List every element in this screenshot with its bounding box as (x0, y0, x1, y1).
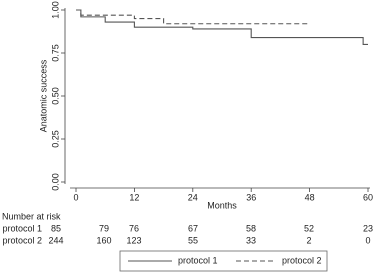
risk-row-label: protocol 2 (2, 235, 42, 245)
risk-value: 52 (304, 223, 314, 233)
x-axis-title: Months (207, 200, 237, 210)
risk-value: 55 (188, 235, 198, 245)
risk-value: 76 (129, 223, 139, 233)
risk-value: 79 (99, 223, 109, 233)
x-tick-label: 0 (73, 192, 78, 202)
x-tick-label: 48 (305, 192, 315, 202)
risk-value: 58 (246, 223, 256, 233)
risk-value: 67 (188, 223, 198, 233)
survival-line (76, 9, 310, 25)
risk-value: 23 (363, 223, 373, 233)
risk-value: 85 (51, 223, 61, 233)
legend-label: protocol 1 (178, 255, 218, 265)
risk-table-title: Number at risk (2, 211, 61, 221)
x-tick-label: 36 (246, 192, 256, 202)
survival-line (76, 9, 368, 45)
risk-row-label: protocol 1 (2, 223, 42, 233)
risk-value: 160 (96, 235, 111, 245)
legend-label: protocol 2 (282, 255, 322, 265)
x-tick-label: 12 (129, 192, 139, 202)
x-tick-label: 60 (363, 192, 373, 202)
risk-value: 244 (48, 235, 63, 245)
risk-value: 0 (365, 235, 370, 245)
risk-value: 2 (306, 235, 311, 245)
risk-value: 123 (126, 235, 141, 245)
y-tick-label: 0.00 (50, 173, 60, 191)
y-tick-label: 0.25 (50, 130, 60, 148)
x-tick-label: 24 (188, 192, 198, 202)
risk-value: 33 (246, 235, 256, 245)
y-tick-label: 0.50 (50, 87, 60, 105)
y-tick-label: 1.00 (50, 1, 60, 19)
y-axis-title: Anatomic success (38, 59, 48, 132)
y-tick-label: 0.75 (50, 44, 60, 62)
legend-box (119, 250, 328, 272)
